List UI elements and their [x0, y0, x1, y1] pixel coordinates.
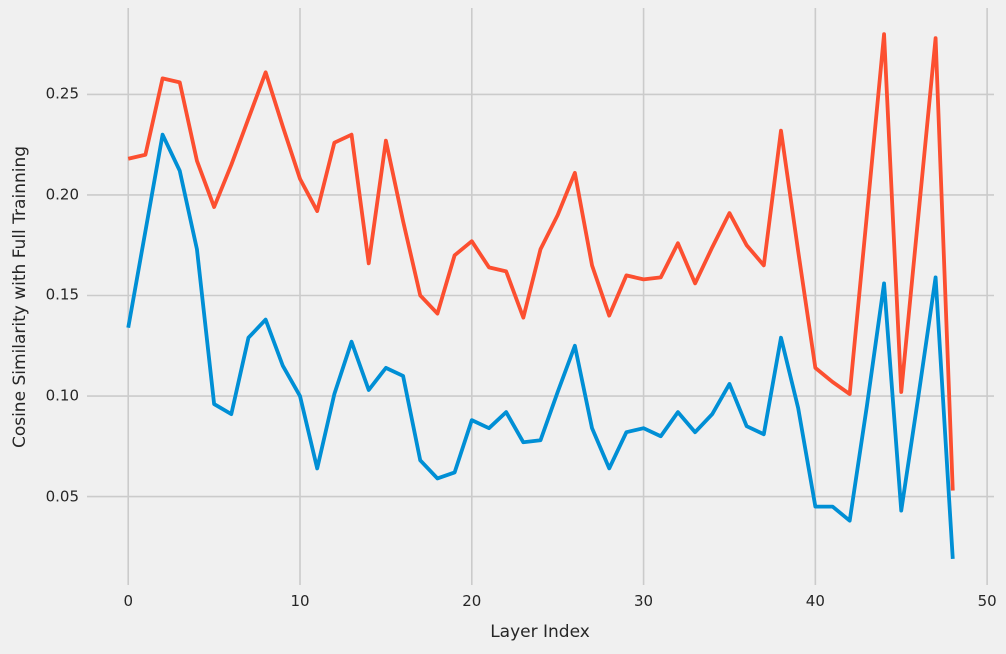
red-series-line [127, 32, 955, 491]
y-tick-label: 0.25 [45, 84, 79, 103]
x-axis-label: Layer Index [490, 622, 590, 642]
plot-area [87, 8, 994, 585]
y-tick-label: 0.05 [45, 487, 79, 506]
y-tick-label: 0.15 [45, 285, 79, 304]
y-tick-label: 0.20 [45, 185, 79, 204]
x-tick-label: 20 [462, 592, 482, 610]
x-tick-label: 40 [805, 592, 825, 610]
x-tick-label: 10 [290, 592, 310, 610]
blue-series-line [126, 132, 955, 559]
x-tick-label: 50 [977, 592, 997, 610]
x-tick-label: 0 [123, 592, 133, 610]
y-axis-label: Cosine Similarity with Full Trainning [10, 145, 30, 449]
x-tick-label: 30 [634, 592, 654, 610]
y-tick-label: 0.10 [45, 386, 79, 405]
